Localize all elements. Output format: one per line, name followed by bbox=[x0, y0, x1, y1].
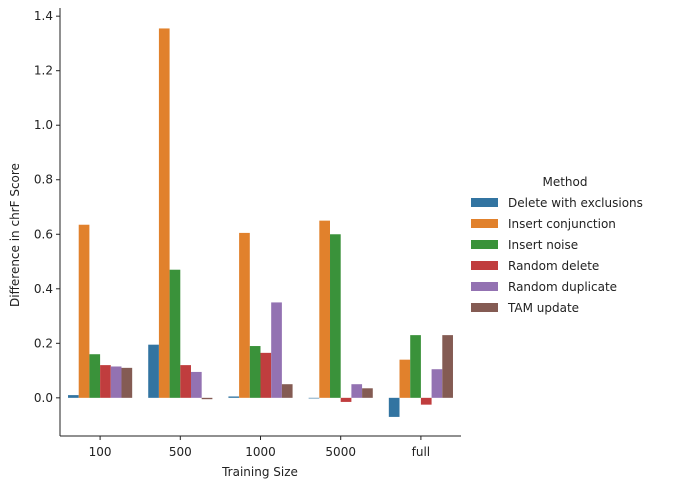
bar-insert-noise-100 bbox=[89, 354, 101, 398]
bar-insert-noise-500 bbox=[169, 269, 181, 398]
legend-swatch bbox=[471, 261, 498, 270]
y-tick-label: 0.0 bbox=[34, 391, 53, 405]
legend-entry: Insert noise bbox=[508, 238, 578, 252]
bar-random-duplicate-1000 bbox=[271, 302, 282, 398]
bars-group bbox=[68, 28, 453, 417]
x-axis-label: Training Size bbox=[221, 465, 298, 479]
bar-random-delete-5000 bbox=[340, 397, 352, 402]
bar-delete-with-exclusions-5000 bbox=[308, 397, 320, 399]
bar-random-duplicate-full bbox=[431, 369, 443, 398]
bar-tam-update-500 bbox=[201, 397, 213, 400]
legend-entry: Delete with exclusions bbox=[508, 196, 643, 210]
legend-entry: Random delete bbox=[508, 259, 599, 273]
bar-random-delete-500 bbox=[180, 365, 191, 398]
bar-delete-with-exclusions-full bbox=[388, 397, 400, 417]
legend-swatch bbox=[471, 282, 498, 291]
bar-tam-update-5000 bbox=[362, 388, 373, 398]
bar-insert-conjunction-5000 bbox=[319, 220, 330, 398]
bar-random-duplicate-5000 bbox=[351, 384, 363, 398]
bar-insert-conjunction-100 bbox=[78, 224, 90, 398]
legend-entry: Insert conjunction bbox=[508, 217, 616, 231]
bar-delete-with-exclusions-100 bbox=[68, 395, 79, 398]
y-tick-label: 0.6 bbox=[34, 227, 53, 241]
x-tick-label: 500 bbox=[169, 445, 192, 459]
bar-tam-update-full bbox=[442, 335, 453, 398]
legend-swatch bbox=[471, 219, 498, 228]
y-tick-label: 1.4 bbox=[34, 9, 53, 23]
x-tick-label: full bbox=[412, 445, 431, 459]
bar-insert-conjunction-1000 bbox=[239, 232, 250, 398]
bar-insert-noise-full bbox=[410, 335, 421, 398]
bar-insert-noise-1000 bbox=[249, 346, 261, 398]
x-tick-label: 1000 bbox=[245, 445, 276, 459]
legend-entry: TAM update bbox=[507, 301, 579, 315]
bar-random-duplicate-100 bbox=[110, 366, 122, 398]
legend-swatch bbox=[471, 198, 498, 207]
y-tick-label: 1.2 bbox=[34, 64, 53, 78]
y-tick-label: 0.2 bbox=[34, 336, 53, 350]
bar-delete-with-exclusions-500 bbox=[148, 344, 159, 398]
legend: Method Delete with exclusions Insert conj… bbox=[471, 175, 643, 315]
bar-random-duplicate-500 bbox=[190, 371, 202, 398]
legend-title: Method bbox=[542, 175, 587, 189]
legend-swatch bbox=[471, 303, 498, 312]
bar-insert-conjunction-500 bbox=[158, 28, 170, 398]
bar-insert-noise-5000 bbox=[330, 234, 341, 398]
x-tick-label: 5000 bbox=[325, 445, 356, 459]
bar-random-delete-1000 bbox=[260, 352, 272, 398]
bar-insert-conjunction-full bbox=[399, 359, 411, 398]
bar-random-delete-100 bbox=[100, 365, 111, 398]
y-axis-label: Difference in chrF Score bbox=[8, 163, 22, 307]
y-tick-label: 1.0 bbox=[34, 118, 53, 132]
legend-entry: Random duplicate bbox=[508, 280, 617, 294]
x-tick-label: 100 bbox=[89, 445, 112, 459]
bar-tam-update-1000 bbox=[281, 384, 293, 398]
bar-random-delete-full bbox=[420, 397, 432, 405]
legend-swatch bbox=[471, 240, 498, 249]
axes-group: 0.0 0.2 0.4 0.6 0.8 1.0 1.2 1.4 100 500 1000 5000 fu… bbox=[34, 8, 461, 459]
y-tick-label: 0.4 bbox=[34, 282, 53, 296]
bar-delete-with-exclusions-1000 bbox=[228, 396, 240, 398]
y-tick-label: 0.8 bbox=[34, 173, 53, 187]
bar-tam-update-100 bbox=[121, 367, 133, 398]
